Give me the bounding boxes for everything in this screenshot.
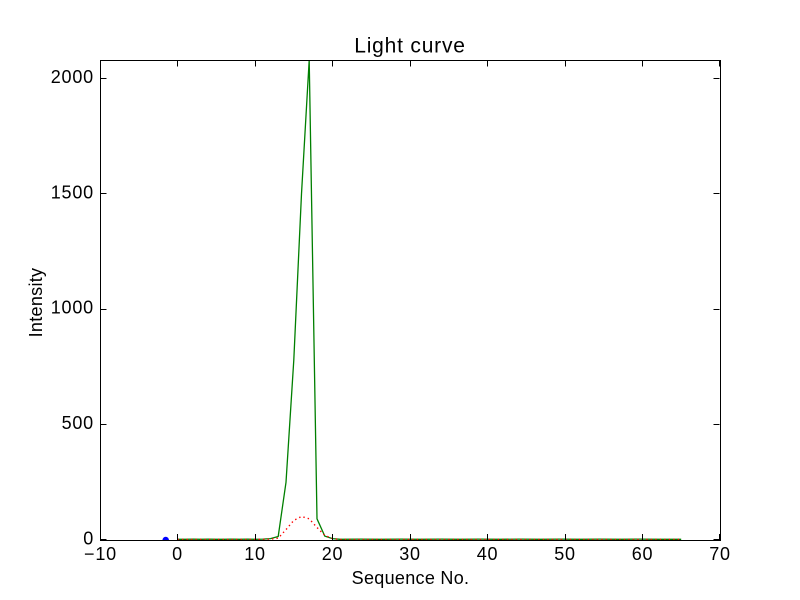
svg-text:2000: 2000 (51, 67, 94, 87)
svg-text:Intensity: Intensity (26, 268, 46, 338)
svg-text:20: 20 (322, 544, 344, 564)
svg-text:Light curve: Light curve (354, 35, 466, 58)
svg-text:30: 30 (399, 544, 421, 564)
svg-text:50: 50 (554, 544, 576, 564)
svg-text:0: 0 (172, 544, 183, 564)
svg-text:60: 60 (632, 544, 654, 564)
svg-text:1500: 1500 (51, 182, 94, 202)
svg-text:−10: −10 (84, 544, 117, 564)
svg-text:0: 0 (83, 529, 94, 549)
svg-text:10: 10 (244, 544, 266, 564)
svg-text:1000: 1000 (51, 298, 94, 318)
svg-text:Sequence No.: Sequence No. (352, 568, 470, 588)
svg-text:40: 40 (477, 544, 499, 564)
svg-text:500: 500 (62, 413, 94, 433)
svg-text:70: 70 (709, 544, 731, 564)
